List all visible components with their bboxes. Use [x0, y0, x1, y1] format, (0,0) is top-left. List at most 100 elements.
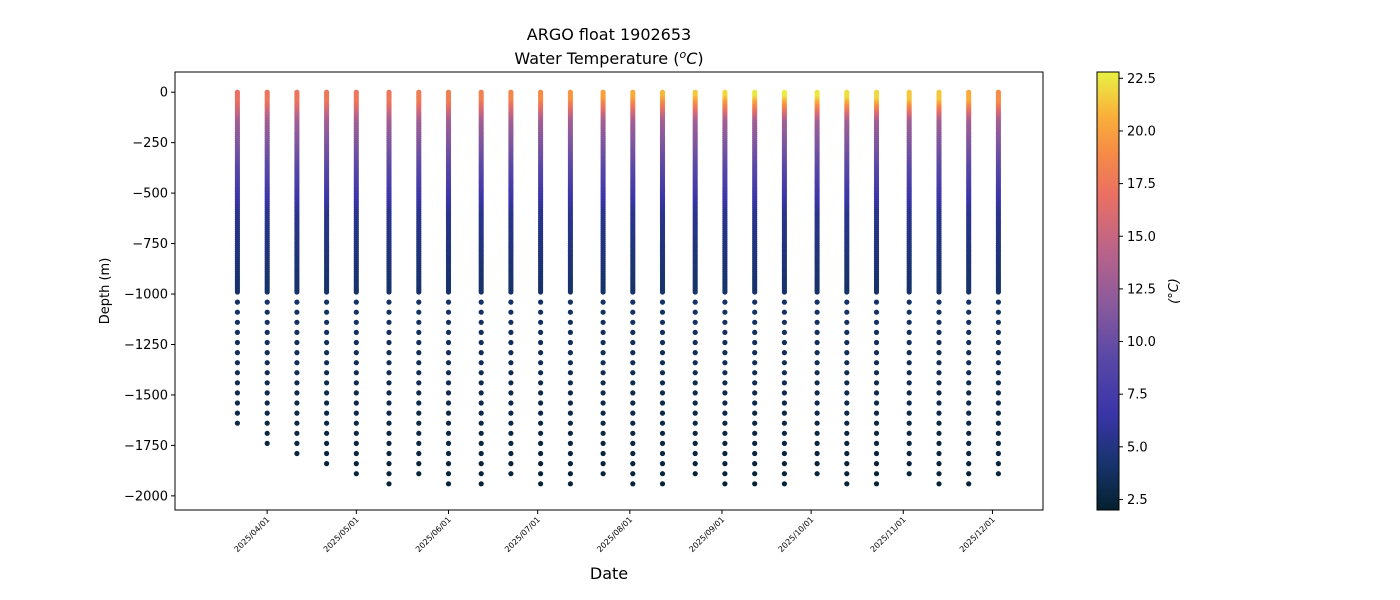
data-point: [353, 339, 359, 346]
data-point: [752, 450, 758, 457]
data-point: [814, 309, 820, 315]
data-point: [445, 370, 452, 376]
data-point: [844, 390, 850, 396]
profile-2025-04-21: [324, 89, 330, 467]
data-point: [538, 309, 544, 315]
data-point: [873, 450, 880, 457]
data-point: [567, 481, 574, 487]
data-point: [294, 390, 300, 396]
data-point: [781, 450, 788, 457]
data-point: [844, 309, 850, 315]
data-point: [353, 430, 359, 436]
data-point: [844, 329, 850, 335]
data-point: [995, 471, 1002, 477]
data-point: [752, 329, 758, 335]
colorbar-tick-label: 10.0: [1127, 335, 1156, 350]
data-point: [538, 410, 544, 416]
data-point: [814, 380, 820, 386]
data-point: [995, 339, 1002, 346]
data-point: [966, 309, 972, 315]
data-point: [478, 420, 484, 426]
data-point: [294, 299, 300, 305]
data-point: [781, 299, 788, 305]
data-point: [508, 360, 514, 366]
data-point: [936, 370, 942, 376]
data-point: [445, 350, 452, 356]
data-point: [353, 370, 359, 376]
data-point: [353, 440, 359, 446]
data-point: [324, 450, 330, 457]
data-point: [814, 461, 820, 467]
data-point: [995, 461, 1002, 467]
data-point: [600, 309, 606, 315]
data-point: [692, 380, 698, 386]
data-point: [538, 299, 544, 305]
data-point: [752, 481, 758, 487]
data-point: [692, 309, 698, 315]
data-point: [906, 350, 912, 356]
data-point: [906, 430, 912, 436]
data-point: [600, 370, 606, 376]
data-point: [781, 420, 788, 426]
data-point: [995, 360, 1002, 366]
data-point: [752, 420, 758, 426]
profile-2025-10-23: [873, 89, 880, 487]
data-point: [294, 430, 300, 436]
data-point: [294, 400, 300, 406]
data-point: [722, 471, 728, 477]
data-point: [722, 319, 728, 325]
data-point: [386, 450, 392, 457]
data-point: [324, 430, 330, 436]
data-point: [659, 339, 666, 346]
colorbar-tick-label: 22.5: [1127, 72, 1156, 87]
y-tick-label: −250: [132, 136, 168, 151]
y-tick-label: −1000: [124, 288, 168, 303]
data-point: [906, 319, 912, 325]
profile-2025-09-02: [722, 89, 728, 487]
data-point: [264, 430, 270, 436]
data-point: [567, 329, 574, 335]
data-point: [386, 420, 392, 426]
data-point: [630, 299, 636, 305]
colorbar-tick-label: 15.0: [1127, 230, 1156, 245]
data-point: [386, 289, 392, 295]
data-point: [264, 299, 270, 305]
data-point: [873, 350, 880, 356]
data-point: [995, 440, 1002, 446]
data-point: [416, 370, 422, 376]
subtitle-suffix: ): [697, 49, 703, 68]
profile-2025-03-22: [234, 89, 240, 426]
data-point: [445, 390, 452, 396]
data-point: [478, 370, 484, 376]
colorbar-tick-label: 12.5: [1127, 282, 1156, 297]
data-point: [752, 350, 758, 356]
data-point: [814, 360, 820, 366]
data-point: [445, 289, 452, 295]
profile-2025-11-13: [936, 89, 942, 487]
data-point: [752, 440, 758, 446]
data-point: [752, 339, 758, 346]
data-point: [445, 430, 452, 436]
data-point: [844, 440, 850, 446]
data-point: [692, 430, 698, 436]
data-point: [995, 289, 1002, 295]
data-point: [386, 410, 392, 416]
profile-2025-09-22: [781, 89, 788, 487]
profile-2025-04-11: [294, 89, 300, 457]
data-point: [416, 289, 422, 295]
data-point: [873, 380, 880, 386]
data-point: [324, 319, 330, 325]
data-point: [659, 450, 666, 457]
data-point: [234, 339, 240, 346]
data-point: [478, 430, 484, 436]
data-point: [264, 400, 270, 406]
data-point: [567, 370, 574, 376]
profile-2025-11-03: [906, 89, 912, 477]
profile-2025-10-03: [814, 89, 820, 477]
colorbar-tick-label: 7.5: [1127, 388, 1148, 403]
profile-2025-10-13: [844, 89, 850, 487]
data-point: [814, 370, 820, 376]
data-point: [600, 390, 606, 396]
data-point: [508, 400, 514, 406]
